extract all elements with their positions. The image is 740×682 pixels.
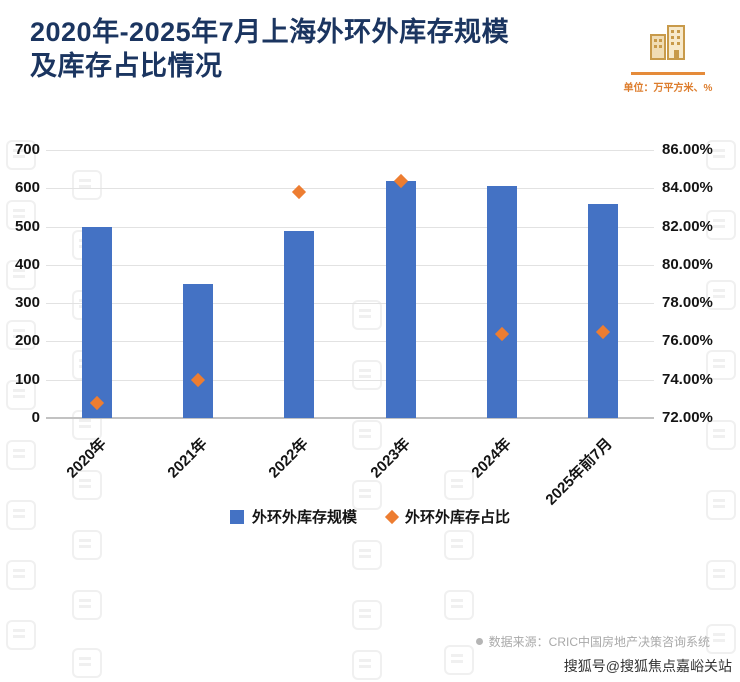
watermark-stamp-icon (72, 170, 102, 200)
y-axis-tick-right: 82.00% (662, 217, 713, 235)
watermark-stamp-icon (6, 320, 36, 350)
gridline (46, 341, 654, 343)
watermark-stamp-icon (6, 620, 36, 650)
x-axis-tick: 2021年 (164, 435, 211, 482)
gridline (46, 417, 654, 419)
legend-diamond-swatch (384, 509, 400, 524)
unit-divider (631, 72, 705, 75)
watermark-stamp-icon (706, 560, 736, 590)
watermark-stamp-icon (352, 540, 382, 570)
legend-item: 外环外库存占比 (384, 506, 511, 527)
bar (81, 227, 112, 418)
watermark-stamp-icon (352, 360, 382, 390)
y-axis-tick-left: 0 (31, 409, 40, 426)
source-bullet-icon (475, 638, 483, 645)
watermark-stamp-icon (706, 624, 736, 654)
watermark-stamp-icon (444, 645, 474, 675)
watermark-stamp-icon (706, 420, 736, 450)
watermark-stamp-icon (72, 470, 102, 500)
building-icon (647, 22, 689, 67)
watermark-stamp-icon (706, 140, 736, 170)
watermark-stamp-icon (6, 200, 36, 230)
watermark-stamp-icon (72, 530, 102, 560)
watermark-stamp-icon (706, 490, 736, 520)
plot-area (46, 150, 654, 419)
diamond-marker (292, 185, 307, 200)
y-axis-tick-left: 100 (14, 370, 40, 388)
gridline (46, 188, 654, 190)
source-text: 数据来源：CRIC中国房地产决策咨询系统 (488, 635, 710, 649)
watermark-stamp-icon (6, 500, 36, 530)
legend-item: 外环外库存规模 (229, 506, 357, 527)
x-axis-tick: 2020年 (63, 435, 110, 482)
watermark-stamp-icon (352, 300, 382, 330)
unit-label: 单位：万平方米、% (623, 83, 713, 94)
gridline (46, 226, 654, 228)
legend-label: 外环外库存占比 (405, 509, 511, 526)
watermark-stamp-icon (706, 350, 736, 380)
x-axis-labels: 2020年 2021年 2022年 2023年 2024年 2025年前7月 (46, 424, 654, 508)
watermark-stamp-icon (352, 650, 382, 680)
bar (385, 180, 416, 418)
right-axis: 72.00% 74.00% 76.00% 78.00% 80.00% 82.00% 84.0… (662, 141, 738, 426)
watermark-stamp-icon (6, 440, 36, 470)
watermark-stamp-icon (706, 280, 736, 310)
watermark-stamp-icon (352, 600, 382, 630)
y-axis-tick-left: 200 (14, 332, 40, 350)
watermark-stamp-icon (444, 530, 474, 560)
gridline (46, 150, 654, 151)
watermark-stamp-icon (444, 590, 474, 620)
y-axis-tick-left: 500 (14, 217, 40, 235)
legend-bar-swatch (229, 509, 244, 524)
y-axis-tick-left: 400 (14, 255, 40, 273)
left-axis: 0 100 200 300 400 500 600 700 (0, 141, 40, 426)
x-axis-tick: 2024年 (468, 435, 515, 482)
y-axis-tick-right: 86.00% (662, 141, 713, 158)
watermark-stamp-icon (72, 648, 102, 678)
watermark-credit: 搜狐号@搜狐焦点嘉峪关站 (563, 658, 732, 674)
title-line-2: 及库存占比情况 (30, 50, 223, 81)
watermark-stamp-icon (6, 140, 36, 170)
watermark-stamp-icon (352, 420, 382, 450)
gridline (46, 264, 654, 266)
data-source: 数据来源：CRIC中国房地产决策咨询系统 (475, 633, 710, 650)
watermark-stamp-icon (444, 470, 474, 500)
x-axis-tick: 2023年 (367, 435, 414, 482)
bar (487, 186, 517, 418)
x-axis-tick: 2022年 (265, 435, 313, 482)
x-axis-tick: 2025年前7月 (542, 435, 617, 509)
watermark-stamp-icon (6, 380, 36, 410)
bar (284, 230, 315, 418)
watermark-stamp-icon (72, 590, 102, 620)
y-axis-tick-right: 80.00% (662, 255, 713, 273)
gridline (46, 379, 654, 381)
watermark-stamp-icon (706, 210, 736, 240)
legend: 外环外库存规模 外环外库存占比 (0, 506, 740, 527)
y-axis-tick-left: 600 (14, 179, 40, 197)
y-axis-tick-left: 700 (14, 141, 40, 158)
y-axis-tick-right: 74.00% (662, 370, 713, 388)
watermark-stamp-icon (6, 560, 36, 590)
gridline (46, 303, 654, 305)
y-axis-tick-right: 84.00% (662, 179, 713, 197)
title-line-1: 2020年-2025年7月上海外环外库存规模 (30, 17, 510, 47)
header-right: 单位：万平方米、% (612, 22, 724, 94)
legend-label: 外环外库存规模 (251, 509, 357, 526)
watermark-stamp-icon (6, 260, 36, 290)
watermark-stamp-icon (352, 480, 382, 510)
y-axis-tick-left: 300 (14, 294, 40, 312)
bar (183, 284, 213, 418)
y-axis-tick-right: 78.00% (662, 294, 713, 312)
y-axis-tick-right: 76.00% (662, 332, 713, 350)
bar (588, 203, 619, 418)
y-axis-tick-right: 72.00% (662, 409, 713, 426)
page-title: 2020年-2025年7月上海外环外库存规模 及库存占比情况 (30, 16, 610, 84)
